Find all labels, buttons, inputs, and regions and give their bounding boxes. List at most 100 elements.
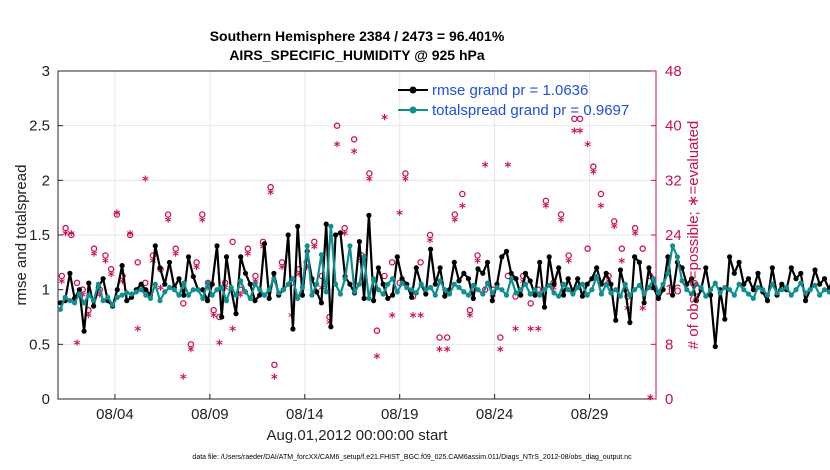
obs-evaluated-point-38: *	[311, 243, 318, 258]
series-0-point-141	[727, 254, 733, 260]
series-1-point-115	[603, 281, 609, 287]
series-1-point-72	[399, 280, 405, 286]
series-0-point-20	[152, 243, 158, 249]
series-1-point-29	[195, 287, 201, 293]
series-0-point-125	[651, 284, 657, 291]
series-0-point-74	[409, 294, 415, 300]
obs-possible-point-70	[557, 211, 565, 218]
series-0-point-26	[181, 292, 187, 298]
obs-evaluated-point-48: *	[389, 311, 396, 326]
obs-evaluated-point-36: *	[296, 270, 303, 285]
series-1-point-61	[347, 243, 353, 249]
obs-possible-point-58	[466, 306, 474, 314]
obs-possible-point-22	[199, 211, 206, 218]
obs-possible-point-27	[229, 238, 236, 246]
x-tick-label-4: 08/24	[476, 406, 514, 423]
obs-evaluated-point-70: *	[558, 215, 565, 230]
x-tick-label-1: 08/09	[191, 406, 229, 423]
series-1-point-62	[352, 289, 358, 295]
series-1-point-95	[508, 276, 514, 282]
obs-evaluated-point-45: *	[366, 174, 373, 189]
obs-possible-point-79	[618, 245, 626, 252]
obs-possible-point-76	[597, 190, 605, 198]
series-0-point-129	[670, 292, 676, 298]
series-0-point-84	[456, 278, 462, 284]
series-1-point-114	[598, 291, 605, 297]
series-1-point-77	[423, 287, 429, 293]
obs-evaluated-point-47: *	[381, 113, 388, 128]
series-1-point-18	[143, 292, 149, 298]
series-1-point-128	[665, 270, 671, 276]
obs-evaluated-point-18: *	[172, 250, 179, 265]
series-1-point-123	[641, 291, 647, 297]
series-1-point-31	[204, 280, 211, 286]
obs-evaluated-point-75: *	[590, 168, 597, 183]
series-1-point-149	[764, 292, 771, 298]
series-1-point-152	[779, 287, 785, 293]
series-1-point-93	[499, 287, 505, 293]
obs-evaluated-point-29: *	[244, 250, 251, 265]
obs-possible-point-63	[504, 272, 512, 280]
series-0-point-43	[261, 241, 268, 247]
series-1-point-79	[432, 292, 438, 298]
obs-evaluated-point-64: *	[512, 325, 519, 340]
obs-evaluated-point-33: *	[271, 373, 278, 388]
series-1-point-144	[741, 287, 747, 293]
legend-label-rmse: rmse grand pr = 1.0636	[432, 82, 588, 99]
obs-evaluated-point-28: *	[237, 291, 244, 306]
series-0-point-138	[712, 343, 718, 350]
series-1-point-55	[318, 252, 324, 258]
series-1-point-125	[651, 276, 657, 282]
series-0-point-71	[394, 254, 400, 260]
series-1-point-118	[617, 293, 624, 299]
obs-possible-point-33	[271, 361, 278, 369]
series-1-point-68	[380, 291, 386, 297]
y-tick-label-right-3: 24	[665, 227, 682, 244]
series-0-point-32	[209, 281, 215, 287]
series-1-point-56	[323, 289, 329, 295]
obs-possible-point-55	[443, 334, 451, 341]
series-0-point-103	[546, 254, 552, 260]
series-1-point-20	[152, 281, 158, 287]
obs-evaluated-point-72: *	[571, 127, 578, 142]
series-1-point-12	[114, 294, 120, 300]
series-0-point-35	[223, 254, 230, 260]
series-0-point-88	[475, 266, 481, 272]
series-0-point-143	[736, 259, 742, 265]
series-1-point-57	[328, 223, 334, 229]
series-0-point-134	[693, 298, 699, 304]
y-tick-label-right-0: 0	[665, 391, 673, 408]
obs-possible-point-12	[126, 231, 134, 239]
obs-evaluated-point-73: *	[577, 127, 584, 142]
obs-possible-point-1	[62, 224, 69, 232]
obs-evaluated-point-79: *	[618, 256, 625, 271]
obs-evaluated-point-63: *	[505, 161, 512, 176]
obs-possible-point-52	[417, 259, 424, 266]
series-0-point-65	[366, 212, 372, 218]
series-0-point-159	[812, 267, 818, 273]
series-0-point-70	[390, 292, 396, 298]
obs-evaluated-point-56: *	[451, 215, 458, 230]
series-0-point-33	[214, 243, 220, 249]
series-1-point-133	[689, 291, 695, 297]
obs-evaluated-point-27: *	[229, 325, 236, 340]
series-1-point-96	[513, 290, 519, 296]
series-1-point-130	[674, 254, 681, 260]
series-0-point-27	[185, 254, 192, 260]
line-series	[57, 212, 830, 350]
obs-evaluated-point-49: *	[396, 209, 403, 224]
series-0-point-39	[242, 270, 249, 276]
series-1-point-135	[698, 284, 704, 291]
obs-evaluated-point-42: *	[341, 229, 348, 244]
series-1-point-67	[375, 287, 381, 293]
series-1-point-100	[532, 287, 538, 293]
obs-evaluated-point-32: *	[267, 188, 274, 203]
series-0-point-48	[285, 232, 291, 238]
series-0-point-87	[470, 295, 476, 301]
obs-evaluated-point-82: *	[639, 304, 646, 319]
series-0-point-99	[527, 278, 533, 284]
series-0-point-95	[508, 270, 514, 276]
obs-evaluated-point-66: *	[527, 325, 534, 340]
series-0-point-12	[114, 287, 120, 293]
